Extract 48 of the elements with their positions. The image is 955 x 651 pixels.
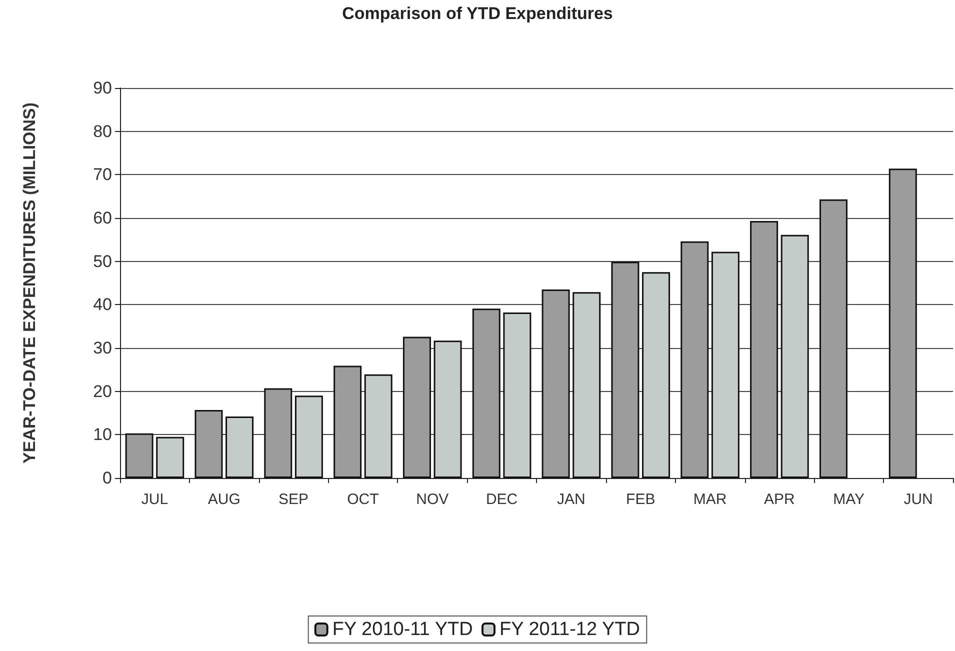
bar: [503, 312, 532, 478]
bar: [125, 433, 154, 478]
legend-label: FY 2011-12 YTD: [500, 619, 640, 640]
x-tick-label: JAN: [557, 491, 586, 508]
y-tick-label: 80: [93, 122, 112, 141]
bar: [572, 292, 601, 478]
bar: [472, 308, 500, 478]
x-tick-label: JUN: [904, 491, 933, 508]
x-tick-label: AUG: [208, 491, 240, 508]
bar: [156, 436, 184, 478]
y-tick-label: 20: [93, 382, 112, 401]
bar: [194, 410, 223, 478]
y-tick-label: 60: [93, 208, 112, 228]
y-tick-label: 40: [93, 295, 112, 314]
bar: [680, 241, 709, 478]
bar: [888, 168, 917, 478]
y-axis-title: YEAR-TO-DATE EXPENDITURES (MILLIONS): [20, 102, 39, 464]
bar: [434, 340, 462, 478]
bar: [819, 199, 848, 478]
x-tick-label: OCT: [347, 491, 379, 508]
y-tick-label: 10: [93, 425, 112, 444]
bar: [294, 396, 323, 478]
bar: [226, 416, 254, 478]
y-tick-label: 90: [93, 78, 112, 98]
x-tick-label: APR: [764, 491, 796, 508]
x-tick-label: MAR: [693, 491, 727, 508]
bar: [611, 262, 640, 478]
y-tick-label: 30: [93, 338, 112, 358]
legend-label: FY 2010-11 YTD: [332, 619, 473, 640]
x-tick-label: MAY: [833, 491, 865, 508]
bar: [402, 336, 431, 478]
bar: [334, 366, 362, 478]
chart-title: Comparison of YTD Expenditures: [342, 4, 613, 23]
bar: [364, 374, 392, 478]
x-tick-label: NOV: [416, 491, 449, 508]
y-tick-label: 70: [93, 165, 112, 184]
y-tick-label: 50: [93, 252, 112, 271]
x-tick-label: JUL: [141, 491, 168, 508]
bar: [750, 221, 778, 478]
x-tick-label: FEB: [626, 491, 656, 508]
bar: [642, 272, 670, 478]
bar: [711, 252, 740, 478]
bar: [264, 388, 292, 478]
y-tick-label: 0: [102, 468, 112, 488]
bar: [542, 290, 570, 478]
x-tick-label: DEC: [486, 491, 518, 508]
x-tick-label: SEP: [278, 491, 309, 508]
bar: [780, 234, 809, 478]
